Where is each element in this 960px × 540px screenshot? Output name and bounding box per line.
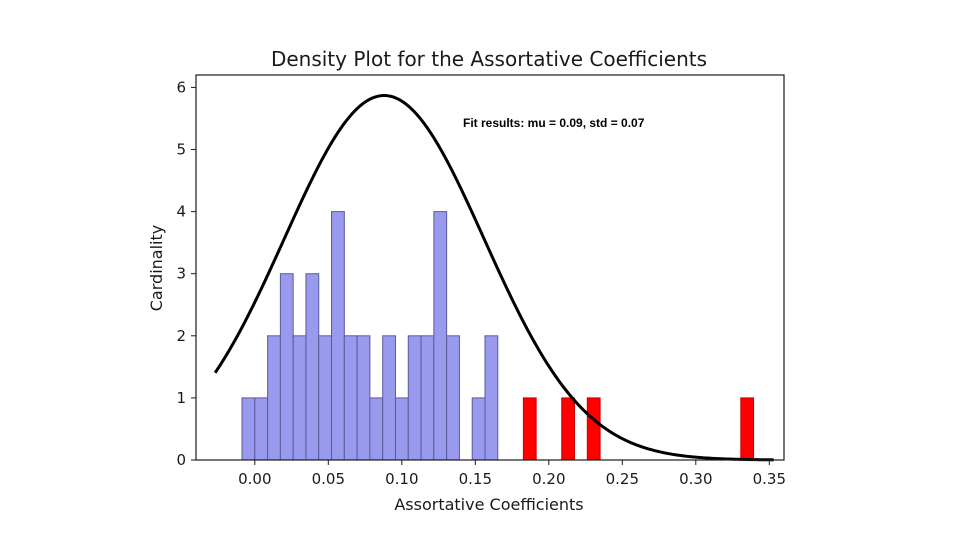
y-tick-label: 5 xyxy=(176,141,186,159)
y-tick-label: 3 xyxy=(176,265,186,283)
x-tick-label: 0.10 xyxy=(385,470,418,488)
histogram-bar xyxy=(446,335,460,461)
x-axis-label: Assortative Coefficients xyxy=(394,495,583,514)
histogram-bar xyxy=(586,397,601,461)
histogram-bar xyxy=(407,335,422,461)
histogram-bar xyxy=(484,335,499,461)
histogram-bars xyxy=(241,211,755,461)
histogram-bar xyxy=(394,397,409,461)
histogram-bar xyxy=(382,335,396,461)
histogram-bar xyxy=(561,397,576,461)
x-tick-label: 0.20 xyxy=(532,470,565,488)
histogram-bar xyxy=(433,211,448,461)
y-axis-label: Cardinality xyxy=(147,225,166,311)
plot-frame xyxy=(195,74,785,461)
x-tick-label: 0.00 xyxy=(238,470,271,488)
histogram-bar xyxy=(343,335,358,461)
y-axis-ticks: 0 1 2 3 4 5 6 xyxy=(176,78,196,469)
y-tick-label: 4 xyxy=(176,203,186,221)
x-axis-ticks: 0.00 0.05 0.10 0.15 0.20 0.25 0.30 0.35 xyxy=(238,460,786,488)
fit-results-annotation: Fit results: mu = 0.09, std = 0.07 xyxy=(463,116,645,130)
histogram-bar xyxy=(369,397,384,461)
y-tick-label: 1 xyxy=(176,389,186,407)
histogram-bar xyxy=(279,273,294,461)
histogram-bar xyxy=(241,397,256,461)
y-tick-label: 0 xyxy=(176,451,186,469)
histogram-bar xyxy=(267,335,281,461)
histogram-bar xyxy=(292,335,307,461)
x-tick-label: 0.05 xyxy=(312,470,345,488)
histogram-bar xyxy=(522,397,537,461)
histogram-bar xyxy=(305,273,320,461)
fit-curve xyxy=(213,94,774,462)
histogram-bar xyxy=(356,335,371,461)
histogram-bar xyxy=(254,397,269,461)
histogram-bar xyxy=(740,397,755,461)
x-tick-label: 0.35 xyxy=(753,470,786,488)
histogram-bar xyxy=(331,211,345,461)
x-tick-label: 0.15 xyxy=(459,470,492,488)
y-tick-label: 2 xyxy=(176,327,186,345)
y-tick-label: 6 xyxy=(176,78,186,96)
x-tick-label: 0.25 xyxy=(606,470,639,488)
chart-title: Density Plot for the Assortative Coeffic… xyxy=(271,47,707,71)
histogram-bar xyxy=(318,335,333,461)
histogram-bar xyxy=(420,335,435,461)
histogram-bar xyxy=(471,397,486,461)
x-tick-label: 0.30 xyxy=(679,470,712,488)
